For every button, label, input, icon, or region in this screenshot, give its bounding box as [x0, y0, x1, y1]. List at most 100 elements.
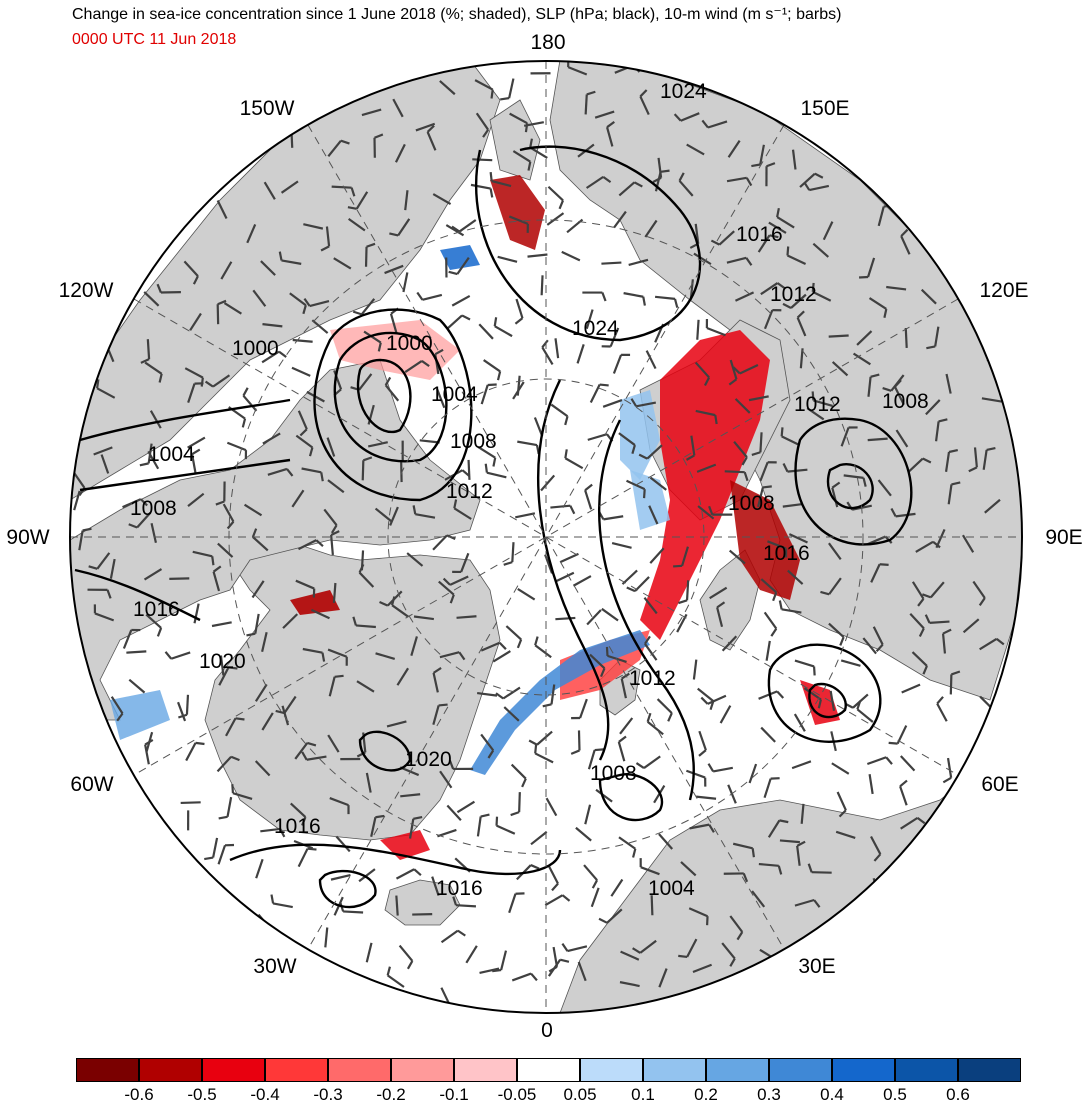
wind-barb-flag [251, 528, 258, 538]
isobar-label: 1008 [450, 430, 497, 453]
wind-barb [518, 792, 521, 813]
wind-barb-flag [831, 481, 841, 489]
colorbar-box [139, 1058, 202, 1082]
wind-barb [311, 319, 329, 334]
wind-barb [365, 772, 372, 793]
colorbar-box [265, 1058, 328, 1082]
isobar-label: 1004 [648, 877, 695, 900]
wind-barb-flag [811, 282, 815, 292]
wind-barb [297, 848, 309, 868]
isobar-label: 1020 [199, 650, 246, 673]
isobar-label: 1024 [572, 317, 619, 340]
wind-barb [512, 381, 525, 400]
wind-barb [595, 788, 613, 803]
wind-barb-flag [782, 463, 789, 473]
wind-barb [787, 254, 807, 266]
wind-barb [297, 539, 317, 551]
wind-barb [222, 503, 235, 523]
wind-barb-flag [301, 751, 308, 761]
wind-barb-flag [347, 206, 357, 210]
wind-barb [477, 446, 496, 459]
wind-barb-flag [452, 896, 458, 906]
wind-barb-flag [218, 815, 228, 820]
wind-barb [331, 185, 352, 189]
wind-barb-flag [751, 848, 755, 858]
wind-barb [696, 795, 717, 800]
wind-barb [541, 346, 554, 366]
wind-barb [645, 350, 657, 370]
wind-barb [856, 708, 874, 723]
wind-barb-flag [230, 755, 240, 762]
wind-barb [828, 542, 842, 561]
wind-barb-flag [308, 447, 314, 457]
wind-barb [811, 871, 832, 874]
wind-barb-flag [703, 376, 711, 386]
wind-barb-flag [406, 960, 414, 970]
wind-barb-flag [421, 360, 430, 368]
wind-barb [949, 674, 953, 695]
wind-barb [868, 773, 874, 795]
wind-barb [781, 608, 802, 614]
wind-barb [589, 653, 606, 670]
wind-barb-flag [921, 593, 932, 599]
wind-barb [946, 757, 953, 778]
wind-barb [216, 200, 228, 219]
wind-barb [680, 861, 697, 877]
wind-barb [260, 827, 281, 833]
wind-barb-flag [600, 667, 606, 678]
wind-barb-flag [158, 373, 163, 383]
wind-barb-flag [951, 670, 961, 676]
colorbar-box [391, 1058, 454, 1082]
wind-barb [721, 942, 736, 960]
wind-barb [945, 373, 952, 394]
wind-barb [806, 407, 825, 421]
isobar-label: 1008 [130, 497, 177, 520]
wind-barb [719, 705, 732, 724]
wind-barb [295, 434, 314, 449]
wind-barb [835, 830, 856, 839]
wind-barb [935, 528, 946, 549]
isobar-label: 1008 [590, 762, 637, 785]
wind-barb-flag [498, 641, 507, 650]
wind-barb [794, 898, 815, 907]
wind-barb [867, 437, 888, 442]
wind-barb [867, 257, 876, 278]
wind-barb [594, 110, 615, 119]
isobar-label: 1016 [274, 815, 321, 838]
wind-barb-flag [685, 454, 695, 461]
wind-barb [400, 793, 421, 798]
isobar-1024-central [475, 145, 702, 342]
wind-barb-flag [729, 957, 736, 967]
ice-loss-laptev [640, 330, 770, 640]
wind-barb-flag [782, 302, 792, 309]
wind-barb [109, 558, 116, 579]
wind-barb [446, 804, 462, 821]
wind-barb [587, 749, 596, 770]
wind-barb [893, 386, 905, 406]
colorbar-label: 0.3 [757, 1085, 781, 1104]
wind-barb [547, 959, 562, 977]
wind-barb [262, 323, 283, 328]
wind-barb [486, 471, 507, 479]
wind-barb [301, 467, 322, 474]
wind-barb [496, 824, 516, 835]
wind-barb [962, 618, 980, 634]
wind-barb [944, 451, 951, 472]
wind-barb [415, 513, 436, 519]
wind-barb [505, 625, 522, 641]
wind-barb [693, 252, 712, 266]
wind-barb-flag [164, 651, 173, 660]
wind-barb [790, 293, 807, 309]
wind-barb [899, 785, 908, 806]
wind-barb-flag [605, 646, 609, 656]
colorbar-box [769, 1058, 832, 1082]
wind-barb [555, 616, 576, 621]
wind-barb [330, 534, 334, 556]
wind-barb-flag [192, 275, 199, 285]
wind-barb [492, 650, 511, 663]
wind-barb-flag [116, 712, 124, 722]
wind-barb [217, 542, 234, 558]
wind-barb [544, 894, 564, 907]
wind-barb [491, 180, 512, 188]
wind-barb [333, 257, 352, 270]
